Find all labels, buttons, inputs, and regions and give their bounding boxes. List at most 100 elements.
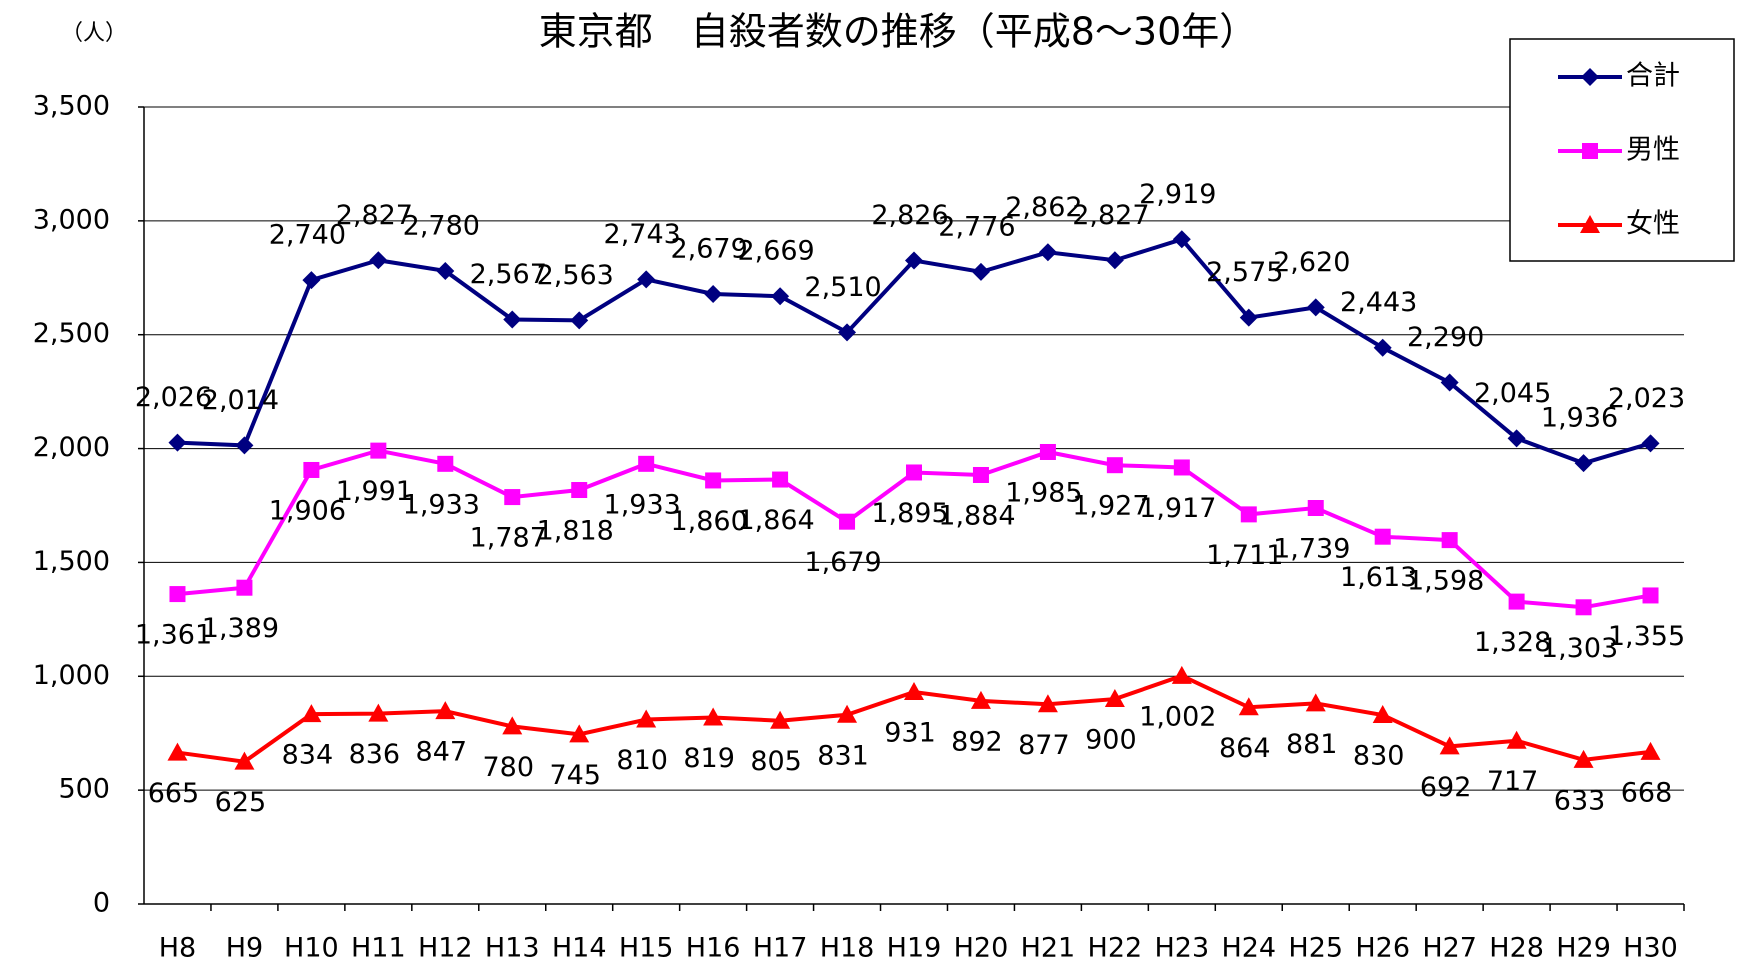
data-label: 1,860 xyxy=(670,506,747,537)
data-label: 2,443 xyxy=(1340,287,1417,318)
data-label: 1,303 xyxy=(1541,633,1618,664)
y-tick-label: 1,500 xyxy=(33,546,110,577)
data-label: 668 xyxy=(1621,777,1673,808)
data-label: 665 xyxy=(148,778,200,809)
legend-marker xyxy=(1580,215,1600,233)
y-tick-label: 3,500 xyxy=(33,91,110,122)
data-label: 1,933 xyxy=(403,489,480,520)
x-tick-label: H9 xyxy=(226,933,263,964)
data-point xyxy=(906,464,922,481)
data-point xyxy=(303,461,320,478)
data-label: 1,991 xyxy=(336,476,413,507)
data-label: 836 xyxy=(349,739,401,770)
data-label: 1,613 xyxy=(1340,562,1417,593)
data-point xyxy=(1171,665,1192,684)
x-tick-label: H20 xyxy=(954,933,1009,964)
data-point xyxy=(1305,693,1326,712)
data-point xyxy=(770,710,791,729)
data-label: 931 xyxy=(884,717,936,748)
data-label: 2,290 xyxy=(1407,322,1484,353)
data-label: 1,598 xyxy=(1407,566,1484,597)
data-label: 2,014 xyxy=(202,385,279,416)
data-point xyxy=(971,262,990,281)
data-point xyxy=(705,472,722,489)
x-tick-label: H17 xyxy=(753,933,808,964)
data-label: 1,906 xyxy=(269,495,346,526)
data-point xyxy=(369,251,388,270)
data-point xyxy=(1105,251,1124,270)
x-tick-label: H25 xyxy=(1288,933,1343,964)
data-point xyxy=(236,579,253,596)
data-label: 2,567 xyxy=(470,259,547,290)
data-point xyxy=(704,284,723,303)
data-label: 2,743 xyxy=(604,219,681,250)
x-tick-label: H22 xyxy=(1088,933,1143,964)
data-label: 745 xyxy=(549,760,601,791)
data-label: 2,740 xyxy=(269,220,346,251)
data-point xyxy=(169,586,186,603)
data-label: 2,919 xyxy=(1139,179,1216,210)
x-tick-label: H13 xyxy=(485,933,540,964)
data-point xyxy=(839,513,856,530)
x-tick-label: H24 xyxy=(1221,933,1276,964)
legend-label: 男性 xyxy=(1626,135,1680,166)
data-label: 2,620 xyxy=(1273,247,1350,278)
data-label: 717 xyxy=(1487,766,1539,797)
data-point xyxy=(1239,308,1258,327)
data-label: 831 xyxy=(817,740,869,771)
data-label: 2,045 xyxy=(1474,378,1551,409)
data-point xyxy=(1641,434,1660,453)
x-tick-label: H14 xyxy=(552,933,607,964)
data-label: 1,355 xyxy=(1608,621,1685,652)
data-point xyxy=(1306,298,1325,317)
data-label: 1,927 xyxy=(1072,491,1149,522)
data-label: 805 xyxy=(750,746,802,777)
y-tick-label: 3,000 xyxy=(33,204,110,235)
data-label: 1,739 xyxy=(1273,534,1350,565)
y-axis-label: （人） xyxy=(61,21,127,46)
data-label: 2,776 xyxy=(938,211,1015,242)
data-label: 892 xyxy=(951,726,1003,757)
data-label: 864 xyxy=(1219,733,1271,764)
data-label: 2,862 xyxy=(1005,192,1082,223)
data-point xyxy=(638,455,655,472)
data-point xyxy=(1172,230,1191,249)
data-label: 780 xyxy=(482,752,534,783)
x-tick-label: H12 xyxy=(418,933,473,964)
data-point xyxy=(1240,506,1257,523)
data-label: 830 xyxy=(1353,740,1405,771)
data-point xyxy=(502,716,523,735)
data-label: 1,985 xyxy=(1005,477,1082,508)
data-point xyxy=(1106,457,1123,474)
data-label: 1,002 xyxy=(1139,701,1216,732)
legend-label: 合計 xyxy=(1626,61,1680,92)
data-point xyxy=(1640,741,1661,760)
y-tick-label: 0 xyxy=(93,888,110,919)
legend-label: 女性 xyxy=(1626,209,1680,240)
data-label: 2,780 xyxy=(403,210,480,241)
data-point xyxy=(1039,443,1056,460)
y-tick-label: 2,500 xyxy=(33,318,110,349)
x-tick-label: H30 xyxy=(1623,933,1678,964)
data-label: 2,026 xyxy=(135,382,212,413)
data-label: 2,679 xyxy=(670,233,747,264)
data-label: 1,936 xyxy=(1541,403,1618,434)
x-tick-label: H27 xyxy=(1422,933,1477,964)
data-point xyxy=(837,704,858,723)
data-point xyxy=(570,311,589,330)
data-point xyxy=(1104,689,1125,708)
data-point xyxy=(1440,373,1459,392)
data-label: 1,895 xyxy=(871,498,948,529)
data-label: 1,361 xyxy=(135,620,212,651)
data-label: 810 xyxy=(616,745,668,776)
data-point xyxy=(838,323,857,342)
data-point xyxy=(703,707,724,726)
data-point xyxy=(234,751,255,770)
data-label: 877 xyxy=(1018,730,1070,761)
x-tick-label: H11 xyxy=(351,933,406,964)
data-label: 1,389 xyxy=(202,613,279,644)
y-tick-label: 1,000 xyxy=(33,660,110,691)
x-tick-label: H8 xyxy=(159,933,196,964)
data-point xyxy=(904,681,924,700)
data-label: 2,669 xyxy=(737,236,814,267)
